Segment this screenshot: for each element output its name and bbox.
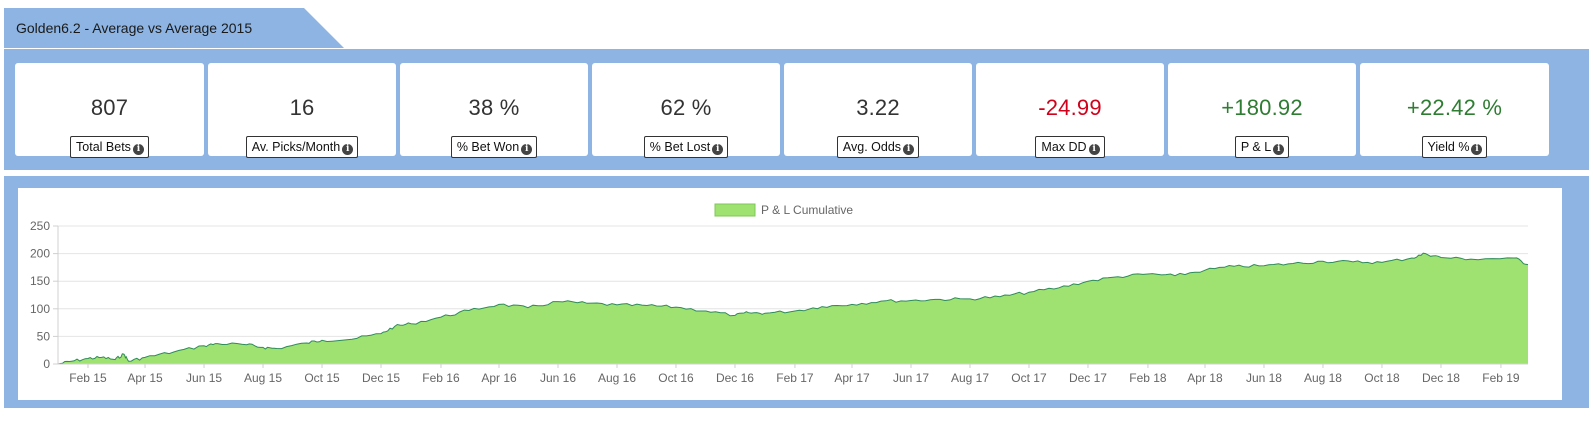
stat-label-text: Yield %	[1427, 140, 1470, 154]
info-icon[interactable]: i	[1273, 144, 1285, 155]
stat-card: 38 % % Bet Won i	[400, 63, 588, 158]
stat-card: +22.42 % Yield % i	[1360, 63, 1549, 158]
title-tab: Golden6.2 - Average vs Average 2015	[4, 8, 344, 48]
stat-card: -24.99 Max DD i	[976, 63, 1164, 158]
x-tick-label: Oct 16	[658, 371, 694, 385]
y-tick-label: 100	[30, 302, 50, 316]
x-tick-label: Dec 15	[362, 371, 400, 385]
info-icon[interactable]: i	[1088, 144, 1100, 155]
x-tick-label: Feb 18	[1129, 371, 1167, 385]
x-tick-label: Jun 16	[540, 371, 576, 385]
stat-card: 807 Total Bets i	[15, 63, 204, 158]
y-tick-label: 0	[43, 357, 50, 371]
stat-value: +180.92	[1221, 95, 1303, 120]
x-tick-label: Oct 15	[304, 371, 340, 385]
stat-label-button[interactable]: % Bet Lost i	[643, 136, 729, 158]
stat-card: 3.22 Avg. Odds i	[784, 63, 972, 158]
info-icon[interactable]: i	[903, 144, 915, 155]
stat-card: 62 % % Bet Lost i	[592, 63, 780, 158]
stat-label-text: Avg. Odds	[842, 140, 902, 154]
stat-label-text: Total Bets	[76, 140, 131, 154]
info-icon[interactable]: i	[342, 144, 354, 155]
stat-value: +22.42 %	[1406, 95, 1503, 120]
stat-label-text: Av. Picks/Month	[251, 140, 341, 154]
stat-value: 3.22	[856, 95, 900, 120]
x-tick-label: Feb 16	[422, 371, 460, 385]
x-tick-label: Aug 15	[244, 371, 282, 385]
x-tick-label: Aug 16	[598, 371, 636, 385]
stat-label-text: % Bet Lost	[649, 140, 711, 154]
x-tick-label: Apr 16	[481, 371, 517, 385]
x-tick-label: Oct 17	[1011, 371, 1047, 385]
y-tick-label: 200	[30, 247, 50, 261]
x-tick-label: Dec 16	[716, 371, 754, 385]
info-icon[interactable]: i	[521, 144, 533, 155]
info-icon[interactable]: i	[712, 144, 724, 155]
x-tick-label: Apr 17	[834, 371, 870, 385]
stats-panel: 807 Total Bets i 16 Av. Picks/Month i 38 %% Be…	[4, 49, 1589, 170]
x-tick-label: Apr 18	[1187, 371, 1223, 385]
x-tick-label: Apr 15	[127, 371, 163, 385]
x-tick-label: Jun 17	[893, 371, 929, 385]
legend-swatch	[714, 203, 756, 217]
stat-label-button[interactable]: Av. Picks/Month i	[245, 136, 359, 158]
x-tick-label: Dec 18	[1422, 371, 1460, 385]
x-tick-label: Jun 18	[1246, 371, 1282, 385]
y-tick-label: 50	[37, 329, 51, 343]
legend-label: P & L Cumulative	[761, 203, 853, 217]
stat-label-button[interactable]: Total Bets i	[70, 136, 149, 158]
pl-cumulative-area	[58, 253, 1528, 364]
pl-cumulative-line	[57, 252, 1529, 365]
x-tick-label: Dec 17	[1069, 371, 1107, 385]
stat-card: 16 Av. Picks/Month i	[208, 63, 396, 158]
x-tick-label: Feb 15	[69, 371, 107, 385]
chart-panel: 0 50 100 150 200 250 Feb 15 Apr 15 Jun 15 Aug 15 O…	[4, 176, 1589, 408]
stat-value: 38 %	[468, 95, 520, 120]
stat-label-text: % Bet Won	[456, 140, 520, 154]
info-icon[interactable]: i	[132, 144, 144, 155]
stat-value: 62 %	[660, 95, 712, 120]
stat-label-button[interactable]: Yield % i	[1421, 136, 1488, 158]
x-tick-label: Feb 19	[1482, 371, 1520, 385]
y-tick-label: 150	[30, 274, 50, 288]
stat-label-button[interactable]: % Bet Won i	[450, 136, 538, 158]
y-tick-label: 250	[30, 219, 50, 233]
stat-label-button[interactable]: Avg. Odds i	[836, 136, 920, 158]
stat-value: 16	[289, 95, 315, 120]
x-tick-label: Oct 18	[1364, 371, 1400, 385]
stat-label-button[interactable]: Max DD i	[1035, 136, 1105, 158]
stat-value: 807	[90, 95, 129, 120]
x-tick-label: Aug 18	[1304, 371, 1342, 385]
chart-svg: 0 50 100 150 200 250 Feb 15 Apr 15 Jun 15 Aug 15 O…	[30, 203, 1529, 385]
stat-value: -24.99	[1038, 95, 1102, 120]
page-title: Golden6.2 - Average vs Average 2015	[16, 20, 253, 36]
pl-cumulative-chart: 0 50 100 150 200 250 Feb 15 Apr 15 Jun 15 Aug 15 O…	[18, 188, 1562, 400]
x-tick-label: Feb 17	[776, 371, 814, 385]
stat-label-text: P & L	[1240, 140, 1272, 154]
info-icon[interactable]: i	[1471, 144, 1483, 155]
x-tick-label: Jun 15	[186, 371, 222, 385]
stat-label-text: Max DD	[1041, 140, 1087, 154]
x-tick-label: Aug 17	[951, 371, 989, 385]
